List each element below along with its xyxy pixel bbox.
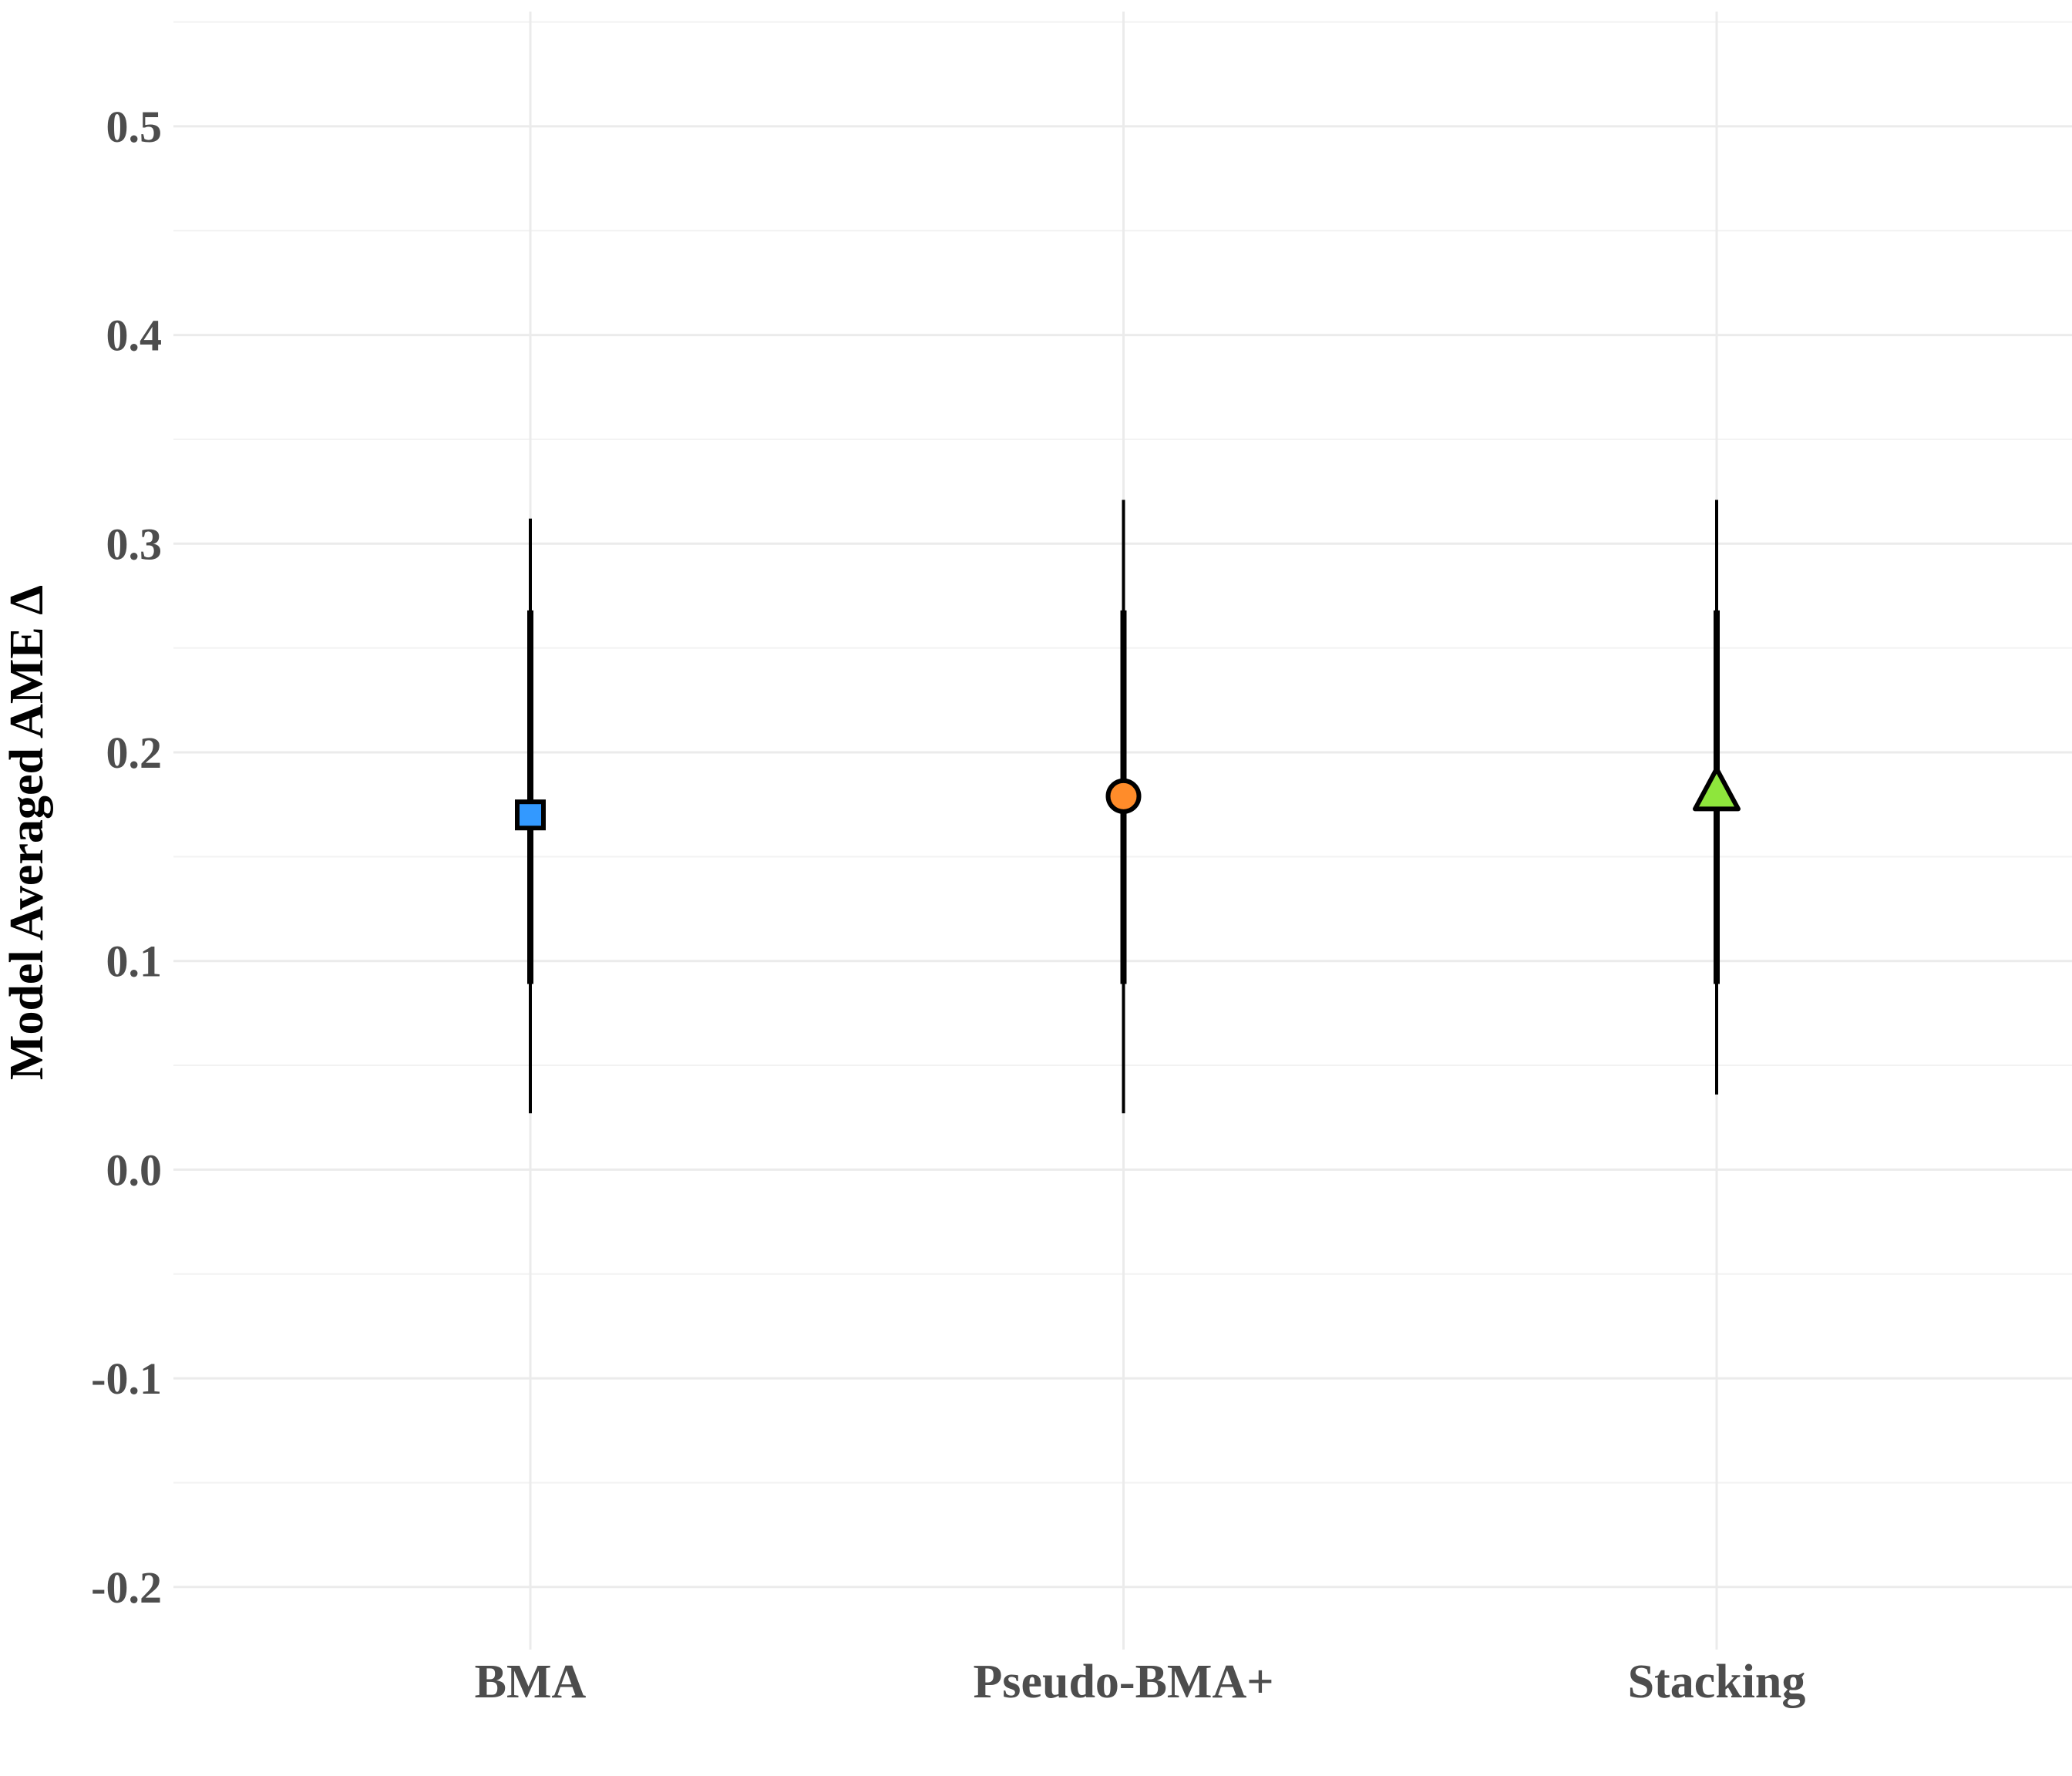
y-tick-label: 0.5 xyxy=(106,102,163,152)
point-triangle xyxy=(1693,766,1741,812)
y-tick-label: 0.2 xyxy=(106,728,163,778)
y-tick-label: -0.2 xyxy=(91,1562,162,1613)
x-tick-label: Pseudo-BMA+ xyxy=(973,1656,1273,1708)
point-circle xyxy=(1105,778,1142,814)
y-axis-title: Model Averaged AME Δ xyxy=(1,585,53,1080)
points xyxy=(515,766,1741,831)
point-square xyxy=(515,799,546,831)
x-tick-label: Stacking xyxy=(1628,1656,1806,1708)
y-tick-label: 0.0 xyxy=(106,1145,163,1195)
x-axis-ticks: BMA Pseudo-BMA+ Stacking xyxy=(475,1656,1806,1708)
y-tick-label: 0.3 xyxy=(106,519,163,569)
y-tick-label: 0.4 xyxy=(106,311,163,361)
y-axis-ticks: -0.2 -0.1 0.0 0.1 0.2 0.3 0.4 0.5 xyxy=(91,102,162,1613)
y-tick-label: 0.1 xyxy=(106,937,163,987)
y-tick-label: -0.1 xyxy=(91,1354,162,1404)
x-tick-label: BMA xyxy=(475,1656,587,1708)
